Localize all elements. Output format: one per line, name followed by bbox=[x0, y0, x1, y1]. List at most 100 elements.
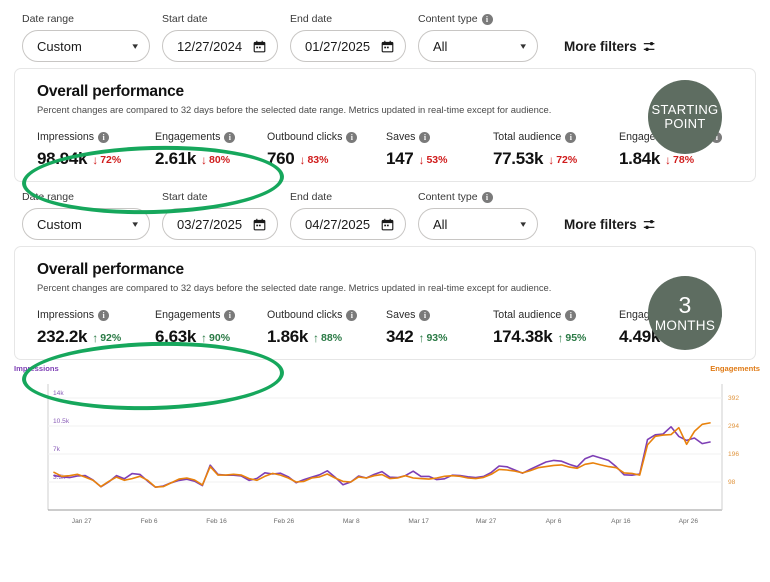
metric-engagements-bottom[interactable]: Engagements i 6.63k ↑ 90% bbox=[155, 309, 267, 347]
metric-delta-text: 53% bbox=[426, 154, 448, 166]
more-filters-button-bottom[interactable]: More filters bbox=[564, 208, 656, 240]
end-date-value-bottom: 04/27/2025 bbox=[305, 216, 371, 232]
chart-x-tick: Mar 27 bbox=[476, 518, 497, 525]
three-months-badge: 3 MONTHS bbox=[648, 276, 722, 350]
metric-total-audience-bottom[interactable]: Total audience i 174.38k ↑ 95% bbox=[493, 309, 619, 347]
arrow-down-icon: ↓ bbox=[201, 153, 208, 167]
metric-total-audience-top[interactable]: Total audience i 77.53k ↓ 72% bbox=[493, 131, 619, 169]
chart-x-tick: Mar 8 bbox=[343, 518, 360, 525]
metric-delta-text: 93% bbox=[426, 332, 448, 344]
date-range-field-bottom: Date range Custom ▾ bbox=[22, 191, 150, 240]
filter-sliders-icon bbox=[643, 41, 655, 51]
info-icon[interactable]: i bbox=[98, 131, 110, 143]
info-icon[interactable]: i bbox=[224, 309, 236, 321]
overall-performance-card-bottom: Overall performance Percent changes are … bbox=[14, 246, 756, 360]
metric-saves-bottom[interactable]: Saves i 342 ↑ 93% bbox=[386, 309, 493, 347]
info-icon[interactable]: i bbox=[481, 191, 493, 203]
chart-right-axis-title: Engagements bbox=[710, 364, 760, 373]
date-range-label-top: Date range bbox=[22, 13, 74, 25]
content-type-value-top: All bbox=[433, 38, 448, 54]
info-icon[interactable]: i bbox=[419, 131, 431, 143]
card-subtitle-bottom: Percent changes are compared to 32 days … bbox=[37, 282, 552, 293]
start-date-input-top[interactable]: 12/27/2024 bbox=[162, 30, 278, 62]
info-icon[interactable]: i bbox=[419, 309, 431, 321]
content-type-label-text-bottom: Content type bbox=[418, 191, 478, 203]
chart-left-tick: 3.5k bbox=[53, 474, 66, 481]
content-type-label-bottom: Content type i bbox=[418, 191, 538, 203]
metric-value-row: 77.53k ↓ 72% bbox=[493, 149, 619, 169]
info-icon[interactable]: i bbox=[98, 309, 110, 321]
metric-value: 1.84k bbox=[619, 149, 661, 168]
metric-delta-text: 83% bbox=[307, 154, 329, 166]
metric-label: Total audience i bbox=[493, 131, 619, 143]
info-icon[interactable]: i bbox=[346, 131, 358, 143]
content-type-value-bottom: All bbox=[433, 216, 448, 232]
end-date-label-top: End date bbox=[290, 13, 333, 25]
metric-label: Saves i bbox=[386, 131, 493, 143]
start-date-input-bottom[interactable]: 03/27/2025 bbox=[162, 208, 278, 240]
filter-bar-bottom: Date range Custom ▾ Start date 03/27/202… bbox=[0, 182, 770, 240]
metric-delta: ↑ 88% bbox=[313, 332, 342, 344]
calendar-icon bbox=[253, 40, 266, 52]
start-date-label-bottom: Start date bbox=[162, 191, 208, 203]
chart-left-tick: 7k bbox=[53, 446, 61, 453]
card-subtitle-top: Percent changes are compared to 32 days … bbox=[37, 104, 552, 115]
metric-delta-text: 78% bbox=[673, 154, 695, 166]
metric-impressions-bottom[interactable]: Impressions i 232.2k ↑ 92% bbox=[37, 309, 155, 347]
content-type-select-bottom[interactable]: All ▾ bbox=[418, 208, 538, 240]
chart-series-impressions bbox=[53, 425, 711, 488]
metric-outbound-clicks-top[interactable]: Outbound clicks i 760 ↓ 83% bbox=[267, 131, 386, 169]
metric-delta-text: 95% bbox=[565, 332, 587, 344]
info-icon[interactable]: i bbox=[711, 131, 723, 143]
chart-right-tick: 294 bbox=[728, 423, 739, 430]
date-range-select-top[interactable]: Custom ▾ bbox=[22, 30, 150, 62]
arrow-up-icon: ↑ bbox=[313, 331, 320, 345]
content-type-label-top: Content type i bbox=[418, 13, 538, 25]
metric-impressions-top[interactable]: Impressions i 98.94k ↓ 72% bbox=[37, 131, 155, 169]
calendar-icon bbox=[381, 218, 394, 230]
calendar-icon bbox=[253, 218, 266, 230]
chart-x-tick: Apr 26 bbox=[679, 518, 699, 525]
end-date-field-bottom: End date 04/27/2025 bbox=[290, 191, 406, 240]
start-date-value-top: 12/27/2024 bbox=[177, 38, 243, 54]
arrow-up-icon: ↑ bbox=[201, 331, 208, 345]
end-date-value-top: 01/27/2025 bbox=[305, 38, 371, 54]
chart-x-tick: Jan 27 bbox=[72, 518, 92, 525]
metric-saves-top[interactable]: Saves i 147 ↓ 53% bbox=[386, 131, 493, 169]
metric-value-row: 342 ↑ 93% bbox=[386, 327, 493, 347]
content-type-field-top: Content type i All ▾ bbox=[418, 13, 538, 62]
arrow-down-icon: ↓ bbox=[418, 153, 425, 167]
more-filters-label-bottom: More filters bbox=[564, 216, 637, 232]
end-date-input-bottom[interactable]: 04/27/2025 bbox=[290, 208, 406, 240]
arrow-up-icon: ↑ bbox=[92, 331, 99, 345]
date-range-select-bottom[interactable]: Custom ▾ bbox=[22, 208, 150, 240]
starting-point-badge: STARTING POINT bbox=[648, 80, 722, 154]
info-icon[interactable]: i bbox=[224, 131, 236, 143]
end-date-input-top[interactable]: 01/27/2025 bbox=[290, 30, 406, 62]
date-range-field-top: Date range Custom ▾ bbox=[22, 13, 150, 62]
calendar-icon bbox=[381, 40, 394, 52]
chart-x-tick: Feb 26 bbox=[274, 518, 295, 525]
metrics-row-top: Impressions i 98.94k ↓ 72% Engagements i … bbox=[37, 131, 739, 169]
info-icon[interactable]: i bbox=[481, 13, 493, 25]
filter-bar-top: Date range Custom ▾ Start date 12/27/202… bbox=[0, 0, 770, 62]
info-icon[interactable]: i bbox=[565, 309, 577, 321]
date-range-value-top: Custom bbox=[37, 38, 82, 54]
metric-outbound-clicks-bottom[interactable]: Outbound clicks i 1.86k ↑ 88% bbox=[267, 309, 386, 347]
metric-delta: ↓ 83% bbox=[299, 154, 328, 166]
arrow-up-icon: ↑ bbox=[557, 331, 564, 345]
content-type-select-top[interactable]: All ▾ bbox=[418, 30, 538, 62]
badge-line1: 3 bbox=[678, 292, 692, 319]
metric-label: Engagements i bbox=[155, 131, 267, 143]
more-filters-button-top[interactable]: More filters bbox=[564, 30, 656, 62]
info-icon[interactable]: i bbox=[565, 131, 577, 143]
chart-left-axis-title: Impressions bbox=[14, 364, 59, 373]
metric-engagements-top[interactable]: Engagements i 2.61k ↓ 80% bbox=[155, 131, 267, 169]
info-icon[interactable]: i bbox=[346, 309, 358, 321]
metric-label-text: Total audience bbox=[493, 131, 562, 143]
metric-label-text: Outbound clicks bbox=[267, 131, 343, 143]
arrow-down-icon: ↓ bbox=[92, 153, 99, 167]
metric-value: 98.94k bbox=[37, 149, 88, 168]
chart-canvas[interactable]: 3.5k 7k 10.5k 14k 98 196 294 392 Jan 27 Feb 6 Feb … bbox=[0, 372, 770, 540]
